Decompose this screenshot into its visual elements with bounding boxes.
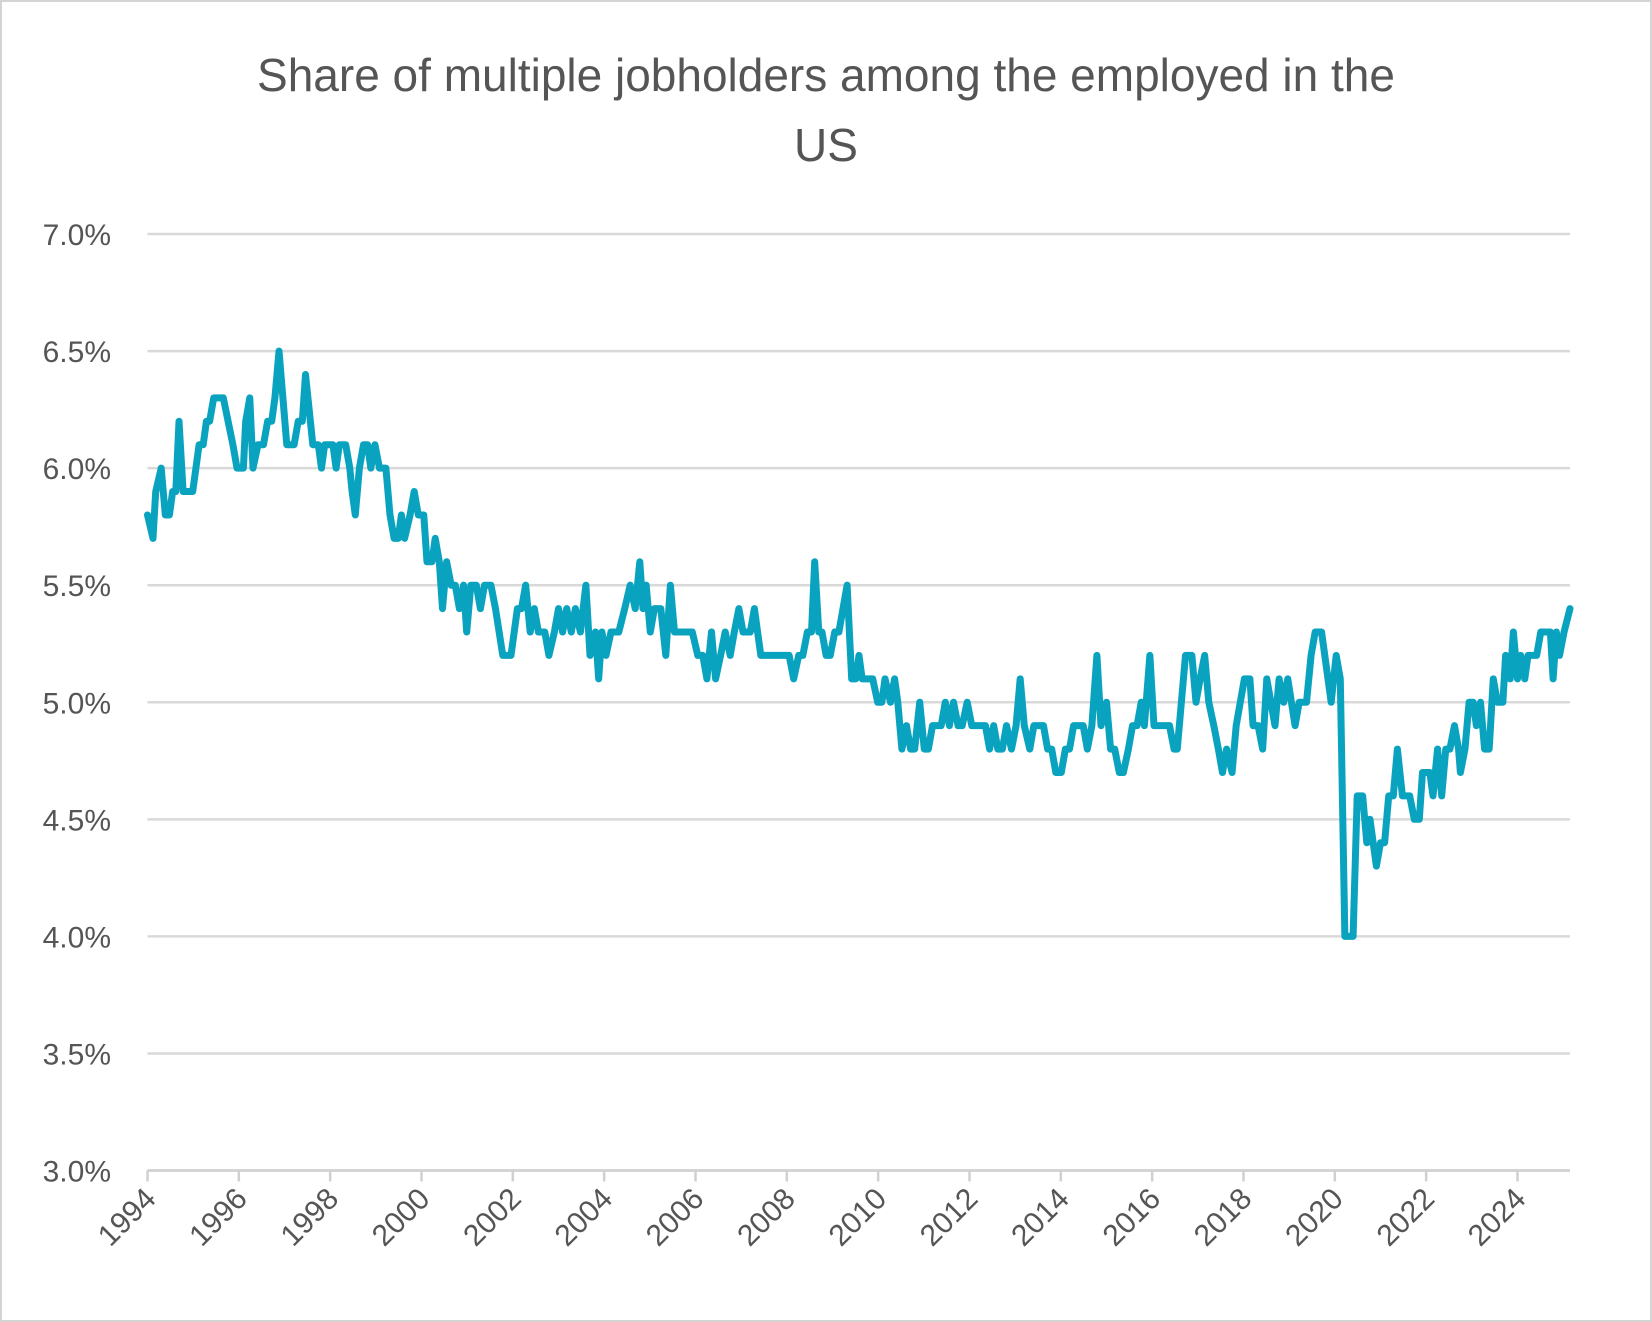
- x-tick-label: 2012: [914, 1182, 985, 1253]
- x-tick-label: 2016: [1097, 1182, 1168, 1253]
- y-tick-label: 6.0%: [43, 453, 111, 486]
- x-tick-label: 1994: [92, 1182, 163, 1253]
- x-tick-label: 2020: [1279, 1182, 1350, 1253]
- x-tick-label: 2004: [549, 1182, 620, 1253]
- y-tick-label: 3.0%: [43, 1156, 111, 1189]
- y-tick-label: 7.0%: [43, 219, 111, 252]
- x-tick-label: 2024: [1462, 1182, 1533, 1253]
- data-line: [144, 347, 1574, 940]
- x-tick-label: 2014: [1005, 1182, 1076, 1253]
- x-tick-label: 2002: [457, 1182, 528, 1253]
- y-tick-label: 5.0%: [43, 687, 111, 720]
- y-tick-label: 3.5%: [43, 1038, 111, 1071]
- y-tick-label: 4.5%: [43, 804, 111, 837]
- x-tick-label: 1996: [183, 1182, 254, 1253]
- y-tick-label: 5.5%: [43, 570, 111, 603]
- x-tick-label: 2022: [1371, 1182, 1442, 1253]
- x-tick-label: 2010: [823, 1182, 894, 1253]
- x-tick-label: 2008: [731, 1182, 802, 1253]
- x-tick-label: 2000: [366, 1182, 437, 1253]
- chart-title: Share of multiple jobholders among the e…: [257, 49, 1395, 171]
- y-tick-label: 4.0%: [43, 921, 111, 954]
- y-tick-label: 6.5%: [43, 336, 111, 369]
- x-tick-label: 2018: [1188, 1182, 1259, 1253]
- x-tick-label: 1998: [275, 1182, 346, 1253]
- x-tick-label: 2006: [640, 1182, 711, 1253]
